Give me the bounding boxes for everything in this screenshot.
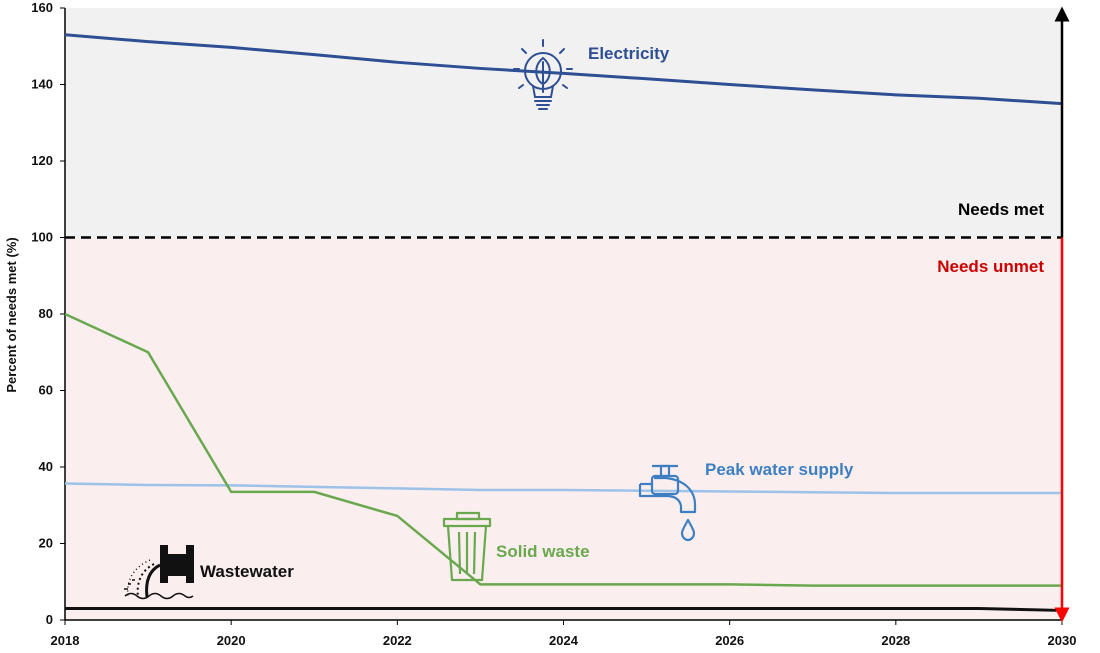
y-axis-title: Percent of needs met (%) [4,237,19,392]
water-tap-icon [638,464,697,542]
x-tick-label: 2024 [549,633,579,648]
y-tick-label: 60 [39,383,53,398]
drain-pipe-icon [124,545,194,600]
needs-met-zone [65,8,1062,238]
lightbulb-leaf-icon [513,39,573,110]
y-tick-label: 100 [31,230,53,245]
x-tick-label: 2026 [715,633,744,648]
wastewater-line [65,607,1063,612]
x-tick-label: 2028 [881,633,910,648]
needs-unmet-zone [65,237,1062,620]
x-tick-label: 2030 [1048,633,1077,648]
y-tick-label: 40 [39,459,53,474]
x-tick-label: 2022 [383,633,412,648]
needs-met-label: Needs met [958,200,1044,219]
y-tick-label: 120 [31,153,53,168]
y-axis-ticks: 0 20 40 60 80 100 120 140 160 [31,0,65,627]
x-axis-ticks: 2018 2020 2022 2024 2026 2028 2030 [51,620,1077,648]
needs-unmet-label: Needs unmet [937,257,1044,276]
series-lines [64,33,1063,612]
y-tick-label: 20 [39,536,53,551]
y-tick-label: 140 [31,77,53,92]
wastewater-label: Wastewater [200,562,294,581]
electricity-line [64,33,1063,106]
peak-water-supply-label: Peak water supply [705,460,854,479]
solid-waste-line [64,312,1062,587]
electricity-label: Electricity [588,44,670,63]
solid-waste-label: Solid waste [496,542,590,561]
peak-water-supply-line [64,482,1062,495]
y-tick-label: 80 [39,306,53,321]
y-tick-label: 0 [46,612,53,627]
trash-can-icon [442,511,492,582]
x-tick-label: 2018 [51,633,80,648]
y-tick-label: 160 [31,0,53,15]
x-tick-label: 2020 [217,633,246,648]
